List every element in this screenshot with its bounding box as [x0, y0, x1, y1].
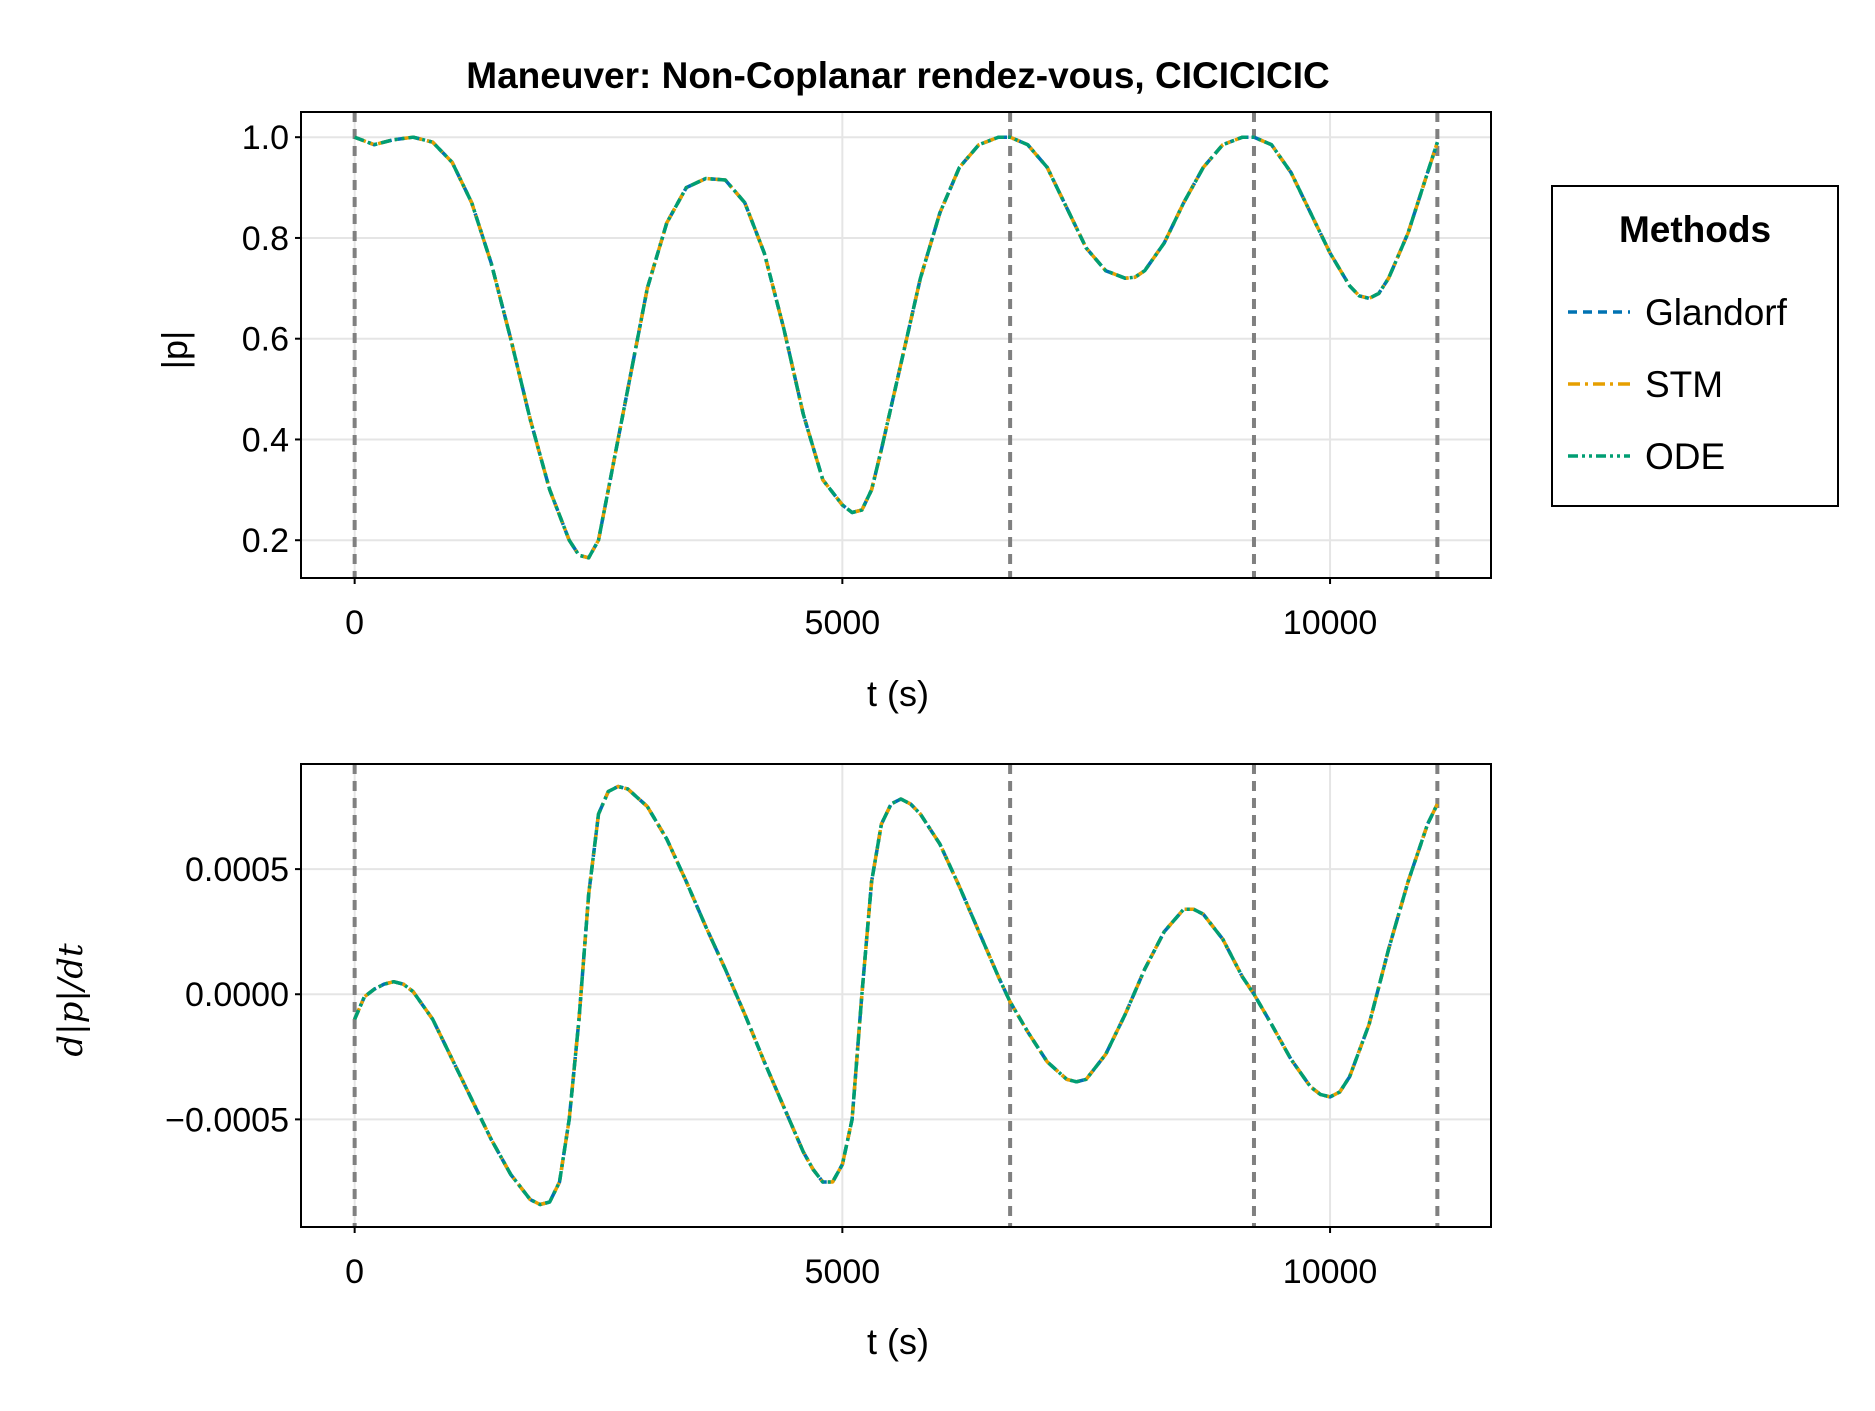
bottom-ytick-label: 0.0000: [185, 976, 289, 1014]
x-axis-label-bottom: t (s): [867, 1321, 929, 1362]
bottom-series-stm: [352, 784, 1439, 1207]
bottom-frame: [300, 763, 1492, 1228]
y-axis-label-top: |p|: [154, 331, 195, 370]
top-ytick-label: 1.0: [242, 119, 289, 157]
legend-title: Methods: [1619, 209, 1771, 250]
top-frame: [300, 111, 1492, 579]
top-ytick-label: 0.6: [242, 321, 289, 359]
x-axis-label-top: t (s): [867, 673, 929, 714]
legend-item-stm: STM: [1568, 364, 1723, 405]
legend-box: [1551, 185, 1839, 507]
legend-label: ODE: [1645, 436, 1725, 477]
bottom-ytick-label: −0.0005: [165, 1101, 289, 1139]
y-axis-label-bottom: d|p|/dt: [51, 943, 91, 1057]
top-ytick-label: 0.2: [242, 522, 289, 560]
top-xtick-label: 10000: [1283, 604, 1378, 642]
legend: Methods Glandorf STM ODE: [1551, 185, 1839, 507]
top-xtick-label: 0: [345, 604, 364, 642]
plot-magnitude-p: 0 5000 10000 0.2 0.4 0.6 0.8 1.0: [242, 111, 1492, 642]
bottom-xtick-label: 10000: [1283, 1253, 1378, 1291]
plot-dp-dt: 0 5000 10000 −0.0005 0.0000 0.0005: [165, 763, 1492, 1291]
bottom-ytick-label: 0.0005: [185, 851, 289, 889]
top-ytick-label: 0.8: [242, 220, 289, 258]
bottom-series-ode: [352, 784, 1439, 1207]
top-series-stm: [353, 135, 1440, 560]
top-series-glandorf: [353, 135, 1440, 560]
legend-label: STM: [1645, 364, 1723, 405]
top-xtick-label: 5000: [805, 604, 881, 642]
top-series-ode: [353, 135, 1440, 560]
top-ytick-label: 0.4: [242, 421, 289, 459]
legend-item-glandorf: Glandorf: [1568, 292, 1788, 333]
bottom-xtick-label: 5000: [805, 1253, 881, 1291]
chart-title: Maneuver: Non-Coplanar rendez-vous, CICI…: [466, 55, 1329, 96]
bottom-series-glandorf: [352, 784, 1439, 1207]
legend-label: Glandorf: [1645, 292, 1788, 333]
bottom-xtick-label: 0: [345, 1253, 364, 1291]
legend-item-ode: ODE: [1568, 436, 1725, 477]
